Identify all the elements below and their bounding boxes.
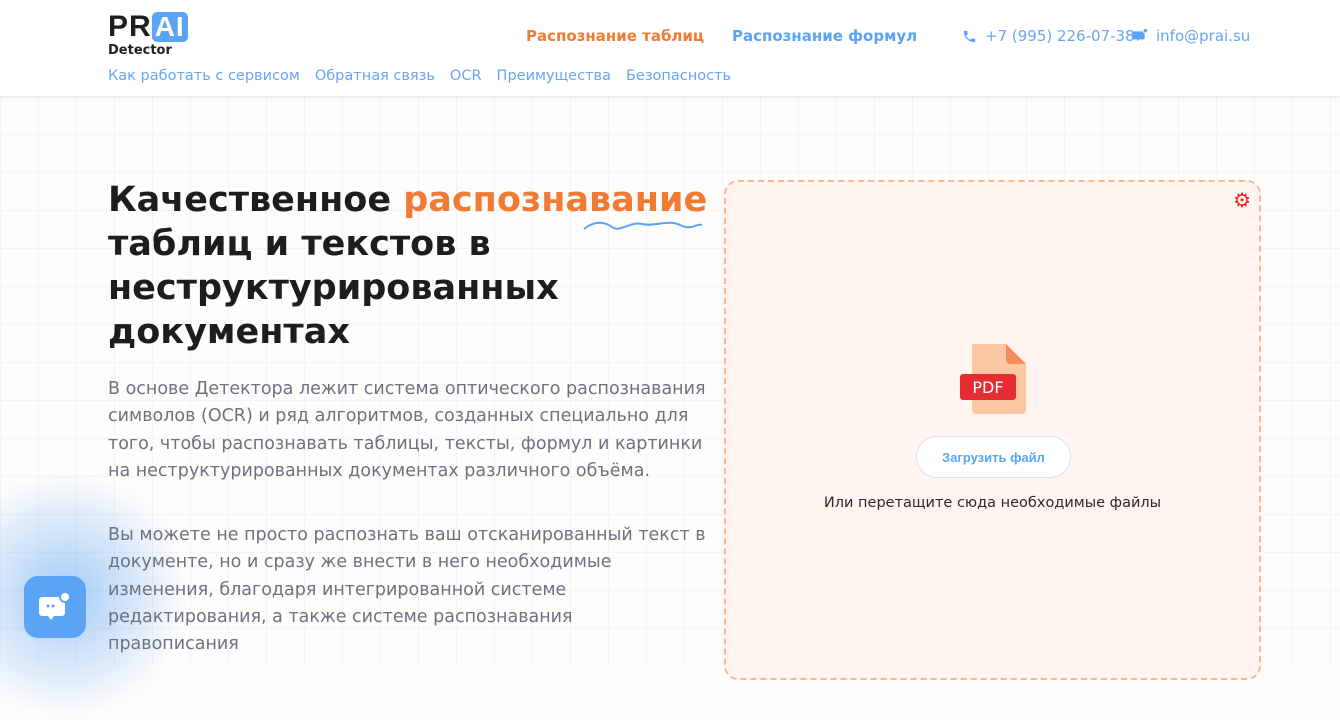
subnav-ocr[interactable]: OCR	[449, 68, 482, 84]
logo-pr: PR	[108, 10, 152, 43]
subnav-feedback[interactable]: Обратная связь	[314, 68, 435, 84]
phone-number: +7 (995) 226-07-38	[985, 27, 1135, 45]
logo[interactable]: PR AI Detector	[108, 12, 188, 58]
nav-formula-recognition[interactable]: Распознание формул	[732, 27, 918, 45]
drop-hint: Или перетащите сюда необходимые файлы	[823, 495, 1162, 511]
upload-file-button[interactable]: Загрузить файл	[916, 436, 1071, 478]
phone-link[interactable]: +7 (995) 226-07-38	[962, 27, 1135, 45]
chat-icon	[39, 591, 71, 620]
email-address: info@prai.su	[1156, 27, 1251, 45]
chat-bubble-icon	[1132, 28, 1148, 42]
nav-table-recognition[interactable]: Распознание таблиц	[526, 27, 705, 45]
title-start: Качественное	[108, 180, 404, 220]
logo-ai: AI	[151, 12, 188, 42]
title-highlight: распознавание	[403, 180, 708, 220]
site-header: PR AI Detector Распознание таблиц Распозн…	[0, 0, 1340, 96]
pdf-badge-text: PDF	[972, 378, 1003, 397]
file-drop-zone[interactable]: ⚙ PDF Загрузить файл Или перетащите сюда…	[724, 180, 1261, 680]
page-title: Качественное распознавание таблиц и текст…	[108, 178, 728, 354]
subnav-security[interactable]: Безопасность	[625, 68, 732, 84]
intro-paragraph-1: В основе Детектора лежит система оптичес…	[108, 379, 706, 481]
gear-icon[interactable]: ⚙	[1233, 188, 1251, 212]
sub-navigation: Как работать с сервисом Обратная связь O…	[108, 68, 731, 84]
logo-subtitle: Detector	[108, 43, 172, 58]
squiggle-underline	[583, 221, 703, 230]
intro-paragraph-2: Вы можете не просто распознать ваш отска…	[108, 525, 706, 655]
pdf-file-icon: PDF	[960, 344, 1026, 414]
chat-widget-button[interactable]	[24, 576, 86, 638]
subnav-advantages[interactable]: Преимущества	[496, 68, 611, 84]
subnav-how-to[interactable]: Как работать с сервисом	[108, 68, 300, 84]
phone-icon	[963, 30, 976, 42]
email-link[interactable]: info@prai.su	[1132, 27, 1250, 45]
title-rest: таблиц и текстов в неструктурированных д…	[108, 224, 559, 352]
